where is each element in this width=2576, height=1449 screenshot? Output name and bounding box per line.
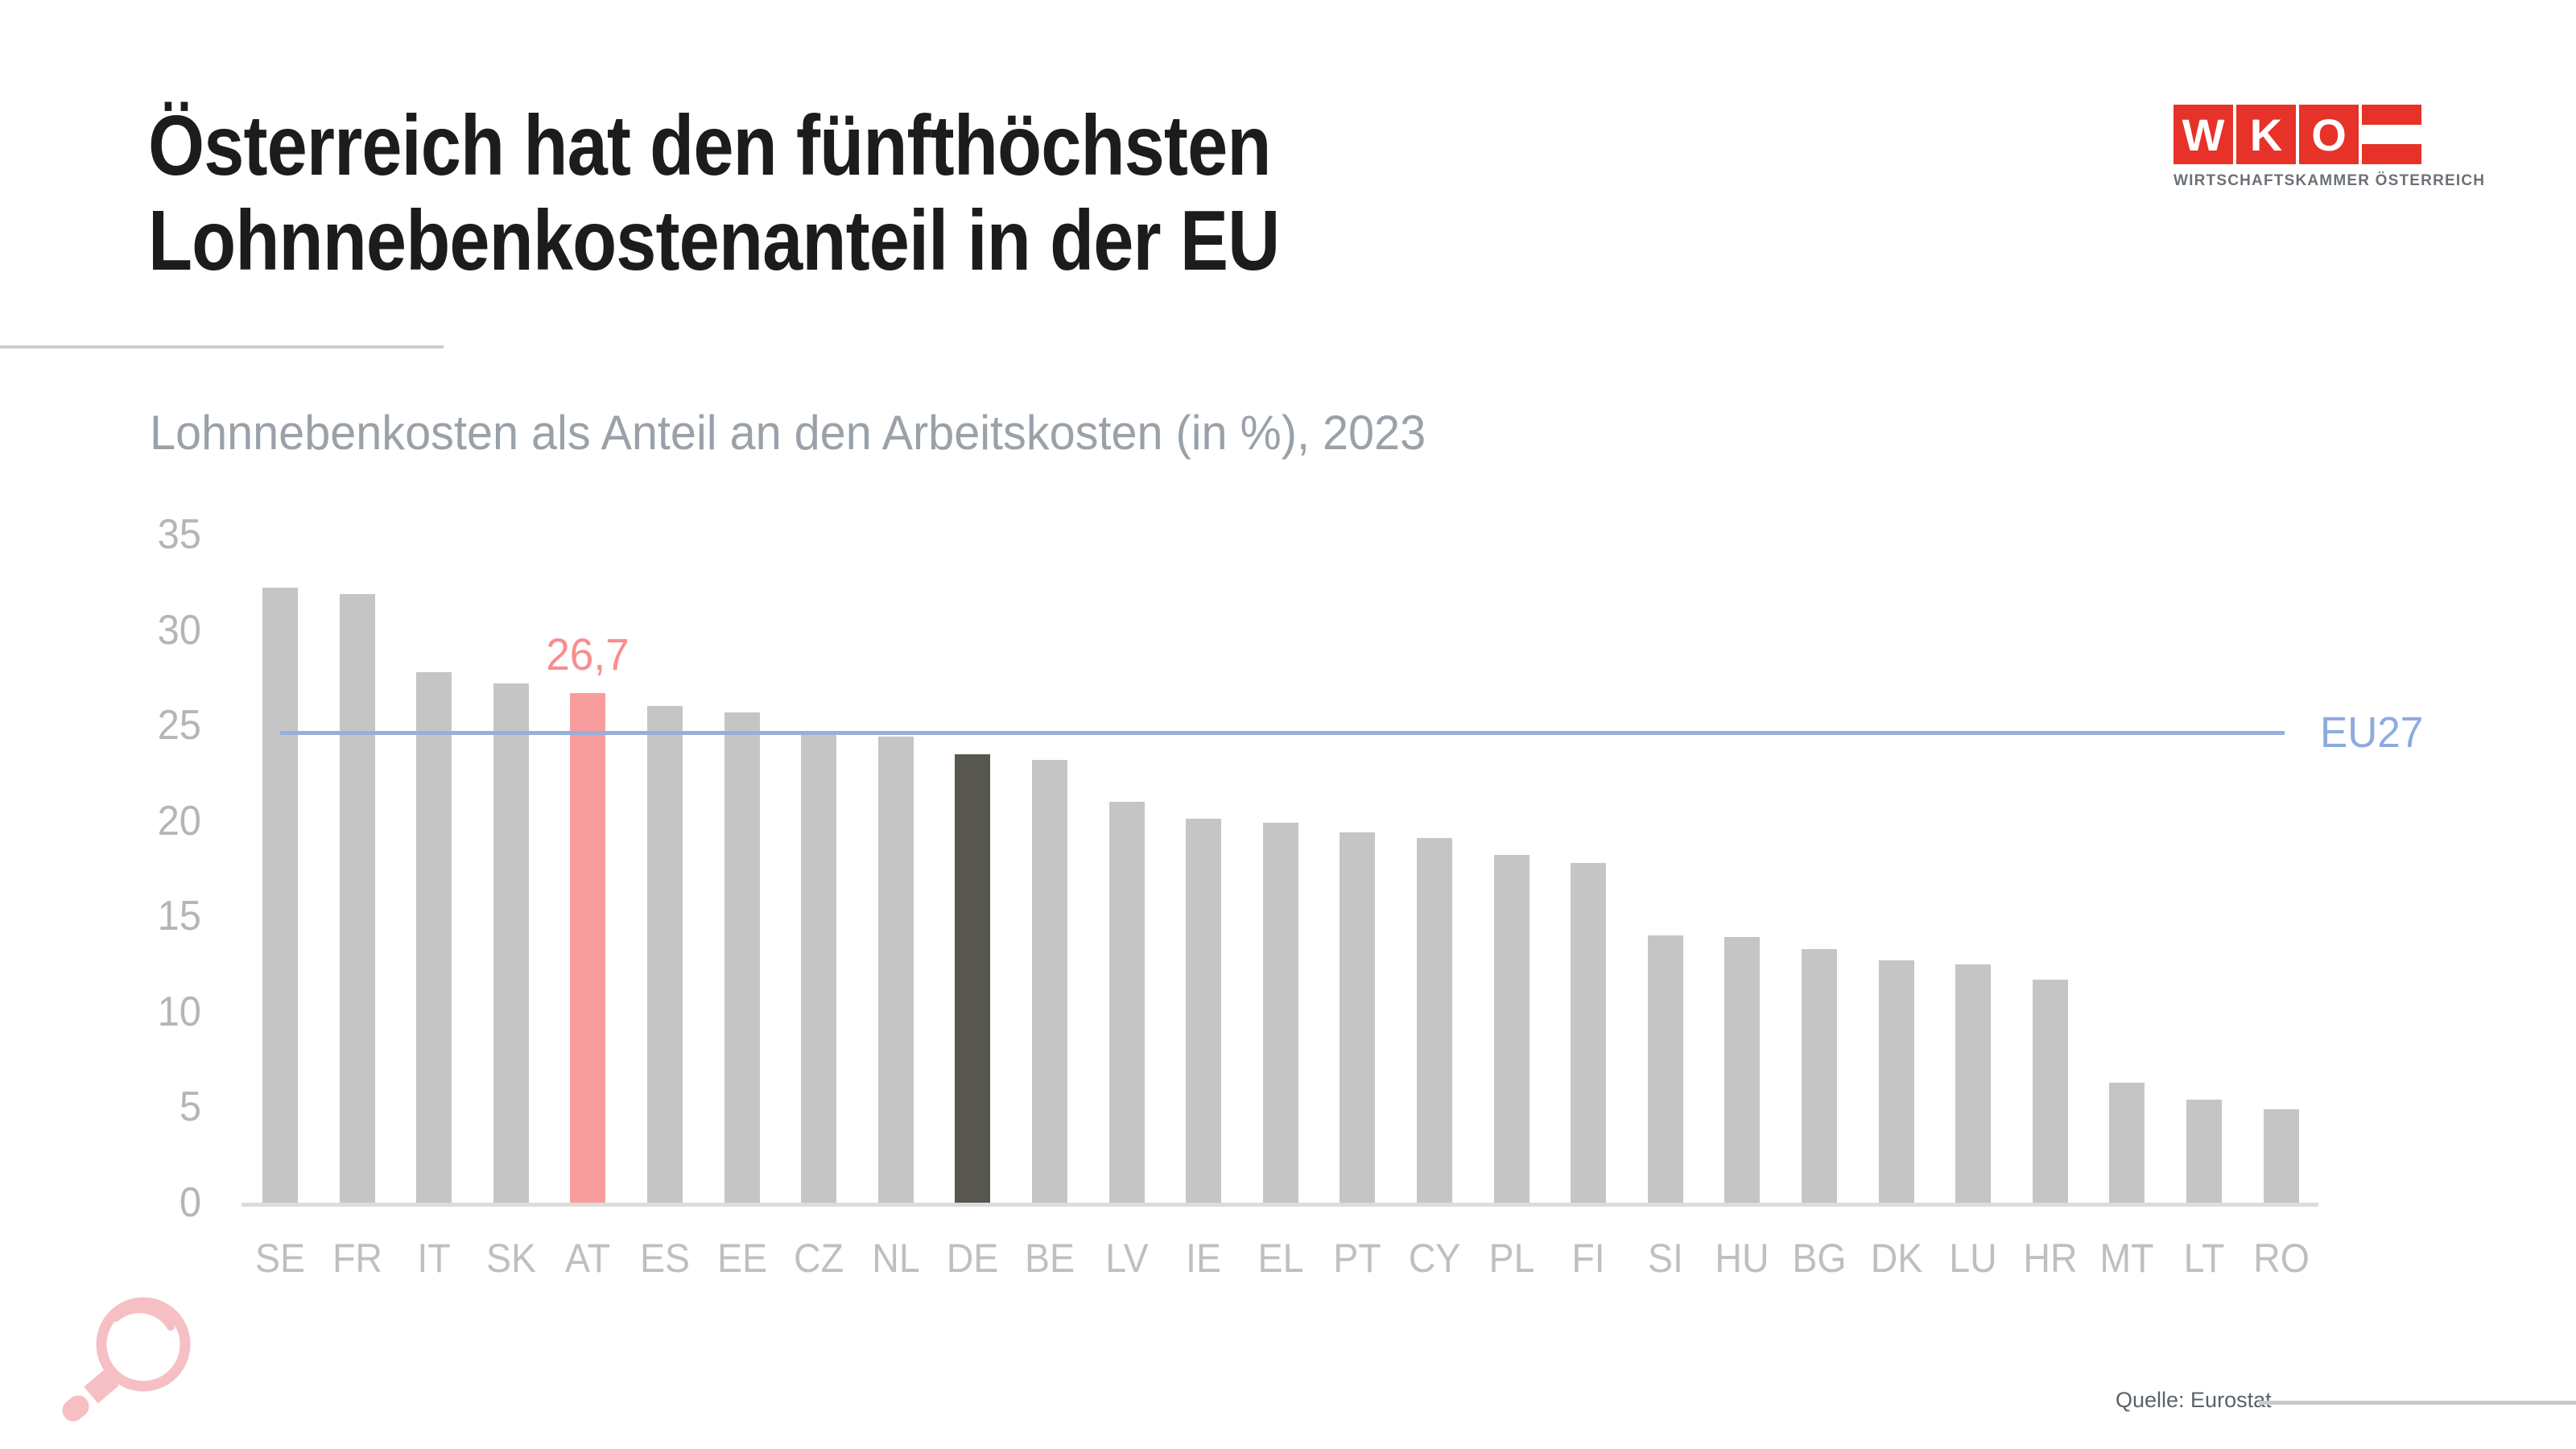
x-label-fi: FI <box>1571 1236 1605 1281</box>
bar-mt <box>2109 1082 2145 1203</box>
y-tick-35: 35 <box>157 511 201 558</box>
bar-hu <box>1724 937 1761 1203</box>
bar-de <box>955 753 991 1203</box>
wko-logo-letter-w: W <box>2174 105 2233 164</box>
x-label-hu: HU <box>1715 1236 1769 1281</box>
bar-es <box>647 706 683 1203</box>
y-tick-10: 10 <box>157 988 201 1035</box>
at-value-label: 26,7 <box>546 628 630 679</box>
bar-se <box>262 588 298 1203</box>
bar-dk <box>1878 960 1914 1203</box>
wko-logo-subtext: WIRTSCHAFTSKAMMER ÖSTERREICH <box>2174 172 2486 189</box>
x-label-sk: SK <box>485 1236 536 1281</box>
x-label-fr: FR <box>332 1236 382 1281</box>
x-label-it: IT <box>417 1236 451 1281</box>
source-label: Quelle: Eurostat <box>2116 1388 2272 1412</box>
page-title-line1: Österreich hat den fünfthöchsten <box>148 98 1271 193</box>
bar-nl <box>877 737 914 1203</box>
y-tick-20: 20 <box>157 797 201 844</box>
title-underline-rule <box>0 345 444 349</box>
x-axis-baseline <box>242 1203 2318 1207</box>
bar-ie <box>1186 819 1222 1203</box>
page-title-line2: Lohnnebenkostenanteil in der EU <box>148 193 1280 288</box>
x-label-dk: DK <box>1870 1236 1922 1281</box>
y-tick-5: 5 <box>179 1084 201 1131</box>
bar-it <box>416 671 452 1203</box>
x-label-cz: CZ <box>794 1236 844 1281</box>
bar-lt <box>2186 1099 2222 1203</box>
eu27-reference-line <box>280 731 2285 736</box>
bar-at <box>570 692 606 1203</box>
x-label-mt: MT <box>2099 1236 2154 1281</box>
flag-stripe-red-bottom <box>2362 144 2421 165</box>
x-label-de: DE <box>947 1236 999 1281</box>
bar-ee <box>724 712 760 1203</box>
bar-cy <box>1417 838 1452 1203</box>
bar-lu <box>1955 964 1992 1203</box>
x-label-be: BE <box>1024 1236 1075 1281</box>
x-label-el: EL <box>1257 1236 1304 1281</box>
bar-pt <box>1340 832 1376 1203</box>
flag-stripe-red-top <box>2362 105 2421 125</box>
wko-logo-squares: W K O <box>2174 105 2425 165</box>
bar-el <box>1262 823 1298 1203</box>
bar-si <box>1647 935 1683 1203</box>
x-label-se: SE <box>254 1236 306 1281</box>
page-title: Österreich hat den fünfthöchsten Lohnneb… <box>148 98 1280 288</box>
wko-logo: W K O WIRTSCHAFTSKAMMER ÖSTERREICH <box>2174 105 2486 190</box>
eu27-label: EU27 <box>2320 708 2424 758</box>
x-label-cy: CY <box>1408 1236 1461 1281</box>
wko-logo-letter-o: O <box>2299 105 2359 164</box>
x-label-bg: BG <box>1792 1236 1847 1281</box>
x-label-ee: EE <box>716 1236 767 1281</box>
magnifier-icon <box>62 1297 191 1422</box>
x-label-ie: IE <box>1186 1236 1222 1281</box>
x-label-lu: LU <box>1949 1236 1997 1281</box>
x-label-pt: PT <box>1333 1236 1382 1281</box>
austria-flag-icon <box>2362 105 2421 165</box>
y-tick-0: 0 <box>179 1179 201 1226</box>
source-rule <box>2259 1401 2576 1405</box>
x-label-pl: PL <box>1488 1236 1535 1281</box>
wko-logo-letter-k: K <box>2236 105 2296 164</box>
bar-sk <box>493 683 529 1203</box>
x-label-nl: NL <box>872 1236 920 1281</box>
y-tick-30: 30 <box>157 606 201 654</box>
x-label-hr: HR <box>2023 1236 2078 1281</box>
x-label-at: AT <box>565 1236 611 1281</box>
x-label-si: SI <box>1647 1236 1683 1281</box>
x-label-ro: RO <box>2252 1236 2310 1281</box>
x-label-es: ES <box>639 1236 691 1281</box>
chart-subtitle: Lohnnebenkosten als Anteil an den Arbeit… <box>150 406 1426 460</box>
x-label-lt: LT <box>2183 1236 2225 1281</box>
bar-fr <box>339 593 375 1203</box>
bar-pl <box>1493 855 1530 1203</box>
y-tick-25: 25 <box>157 702 201 749</box>
bar-be <box>1032 759 1067 1203</box>
bar-ro <box>2263 1108 2299 1203</box>
bar-lv <box>1108 802 1145 1203</box>
y-tick-15: 15 <box>157 893 201 940</box>
flag-stripe-white <box>2362 124 2421 145</box>
bar-cz <box>801 733 837 1203</box>
bar-fi <box>1571 862 1607 1203</box>
bar-bg <box>1802 948 1837 1203</box>
bar-hr <box>2032 979 2068 1203</box>
x-label-lv: LV <box>1104 1236 1149 1281</box>
